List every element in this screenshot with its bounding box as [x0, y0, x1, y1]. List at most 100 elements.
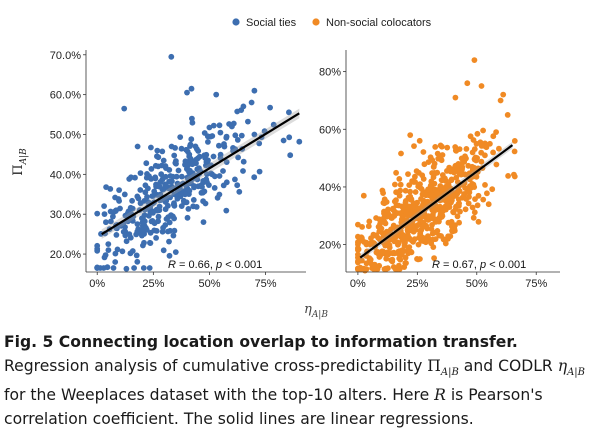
- data-point: [149, 218, 156, 224]
- data-point: [232, 132, 239, 139]
- data-point: [445, 183, 451, 190]
- data-point: [444, 168, 450, 174]
- y-tick-label: 40.0%: [50, 169, 81, 181]
- data-point: [357, 264, 364, 271]
- data-point: [394, 210, 401, 217]
- data-point: [149, 193, 156, 200]
- data-point: [140, 242, 146, 249]
- data-point: [110, 265, 117, 271]
- data-point: [445, 219, 452, 226]
- data-point: [399, 247, 406, 254]
- data-point: [216, 122, 223, 129]
- data-point: [235, 154, 242, 161]
- data-point: [410, 228, 417, 235]
- left-panel-regression: [101, 108, 300, 239]
- data-point: [393, 197, 399, 204]
- data-point: [397, 181, 404, 188]
- data-point: [465, 200, 472, 207]
- data-point: [493, 129, 499, 136]
- data-point: [192, 143, 199, 150]
- data-point: [256, 140, 263, 147]
- data-point: [418, 237, 425, 244]
- data-point: [355, 221, 361, 228]
- data-point: [105, 241, 112, 248]
- data-point: [419, 191, 426, 198]
- data-point: [377, 252, 384, 259]
- data-point: [171, 152, 178, 159]
- data-point: [437, 183, 444, 189]
- data-point: [431, 216, 438, 223]
- data-point: [248, 99, 255, 106]
- data-point: [368, 235, 374, 242]
- data-point: [200, 219, 207, 226]
- data-point: [380, 248, 386, 255]
- data-point: [406, 182, 413, 189]
- legend-label-social-ties: Social ties: [246, 17, 297, 29]
- data-point: [463, 155, 469, 162]
- data-point: [112, 208, 119, 215]
- data-point: [159, 148, 166, 155]
- data-point: [178, 173, 185, 180]
- caption-r-symbol: R: [434, 386, 446, 405]
- data-point: [240, 168, 246, 174]
- data-point: [500, 91, 507, 98]
- data-point: [436, 155, 443, 162]
- data-point: [427, 154, 434, 161]
- data-point: [185, 206, 192, 212]
- data-point: [428, 178, 435, 185]
- data-point: [458, 155, 465, 162]
- data-point: [402, 187, 409, 194]
- data-point: [397, 187, 404, 194]
- caption-figure-label: Fig. 5 Connecting location overlap to in…: [4, 333, 518, 351]
- data-point: [355, 251, 361, 258]
- data-point: [101, 254, 108, 261]
- data-point: [129, 197, 136, 204]
- data-point: [420, 149, 427, 155]
- left-panel-y-axis-label-text: ΠA|B: [11, 148, 29, 176]
- data-point: [408, 211, 415, 218]
- data-point: [166, 238, 172, 245]
- data-point: [151, 227, 158, 234]
- data-point: [191, 183, 198, 189]
- data-point: [165, 202, 171, 209]
- data-point: [360, 192, 367, 199]
- data-point: [240, 103, 247, 110]
- data-point: [478, 158, 485, 165]
- data-point: [103, 219, 109, 226]
- right-annotation-p-symbol: p: [479, 259, 486, 271]
- data-point: [430, 244, 437, 251]
- data-point: [148, 144, 154, 151]
- data-point: [430, 163, 437, 170]
- data-point: [200, 198, 207, 205]
- data-point: [457, 208, 463, 215]
- data-point: [164, 184, 171, 190]
- data-point: [137, 170, 144, 177]
- data-point: [391, 250, 398, 257]
- data-point: [453, 174, 460, 181]
- data-point: [448, 176, 455, 183]
- data-point: [217, 129, 224, 136]
- x-tick-label: 50%: [466, 278, 488, 290]
- data-point: [393, 169, 399, 176]
- data-point: [203, 162, 209, 169]
- data-point: [270, 121, 277, 128]
- data-point: [389, 256, 396, 263]
- data-point: [166, 252, 173, 259]
- y-tick-label: 20%: [319, 240, 341, 252]
- data-point: [94, 247, 101, 254]
- data-point: [414, 205, 421, 212]
- data-point: [434, 150, 441, 157]
- data-point: [280, 137, 287, 144]
- data-point: [471, 57, 478, 63]
- data-point: [216, 173, 223, 179]
- data-point: [182, 191, 189, 198]
- data-point: [431, 170, 438, 176]
- left-panel-annotation: R = 0.66, p < 0.001: [168, 259, 262, 271]
- data-point: [158, 171, 165, 178]
- data-point: [160, 157, 167, 164]
- data-point: [132, 174, 138, 181]
- data-point: [406, 225, 412, 232]
- data-point: [172, 145, 179, 151]
- data-point: [153, 235, 160, 241]
- data-point: [420, 176, 427, 182]
